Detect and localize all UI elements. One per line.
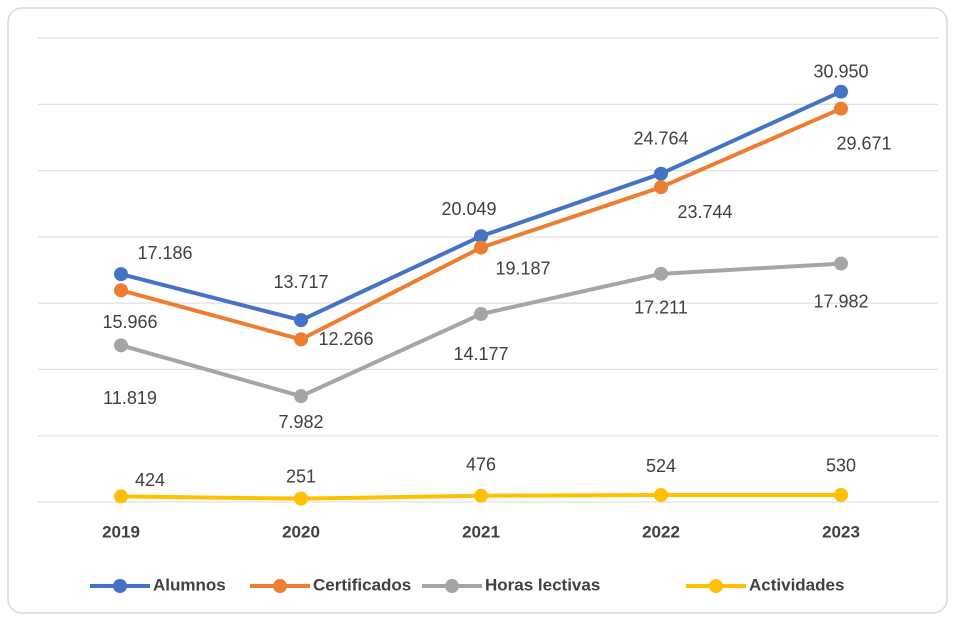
point-marker [294, 491, 308, 506]
x-tick-label: 2022 [642, 522, 680, 541]
point-marker [114, 267, 128, 282]
data-label: 11.819 [103, 388, 157, 408]
legend-label: Alumnos [153, 575, 226, 594]
data-label: 15.966 [102, 312, 157, 332]
data-label: 530 [826, 456, 856, 476]
x-tick-label: 2021 [462, 522, 500, 541]
point-marker [294, 332, 308, 347]
data-label: 30.950 [813, 61, 868, 81]
data-label: 13.717 [273, 272, 328, 292]
data-label: 24.764 [633, 128, 688, 148]
point-marker [474, 240, 488, 255]
point-marker [114, 489, 128, 504]
legend-marker [709, 579, 723, 593]
data-label: 524 [646, 456, 676, 476]
legend-marker [113, 579, 127, 593]
point-marker [114, 338, 128, 353]
point-marker [654, 266, 668, 281]
data-label: 20.049 [441, 199, 496, 219]
point-marker [834, 84, 848, 99]
legend-label: Actividades [749, 575, 844, 594]
data-label: 251 [286, 466, 316, 486]
point-marker [834, 101, 848, 116]
point-marker [834, 256, 848, 271]
data-label: 476 [466, 454, 496, 474]
data-label: 12.266 [318, 329, 373, 349]
data-label: 23.744 [677, 202, 732, 222]
point-marker [474, 229, 488, 244]
point-marker [294, 389, 308, 404]
point-marker [654, 166, 668, 181]
point-marker [474, 307, 488, 322]
data-label: 19.187 [495, 258, 550, 278]
data-label: 424 [135, 470, 165, 490]
x-tick-label: 2023 [822, 522, 860, 541]
legend-label: Certificados [313, 575, 411, 594]
point-marker [654, 180, 668, 195]
point-marker [294, 313, 308, 328]
point-marker [114, 283, 128, 298]
data-label: 7.982 [278, 412, 323, 432]
point-marker [654, 488, 668, 503]
point-marker [834, 487, 848, 502]
data-label: 17.211 [634, 298, 688, 318]
x-tick-label: 2019 [102, 522, 140, 541]
legend-label: Horas lectivas [485, 575, 600, 594]
legend-marker [445, 579, 459, 593]
data-label: 17.186 [137, 243, 192, 263]
data-label: 14.177 [453, 344, 508, 364]
legend-marker [273, 579, 287, 593]
data-label: 17.982 [813, 291, 868, 311]
x-tick-label: 2020 [282, 522, 320, 541]
data-label: 29.671 [836, 133, 891, 153]
point-marker [474, 488, 488, 503]
